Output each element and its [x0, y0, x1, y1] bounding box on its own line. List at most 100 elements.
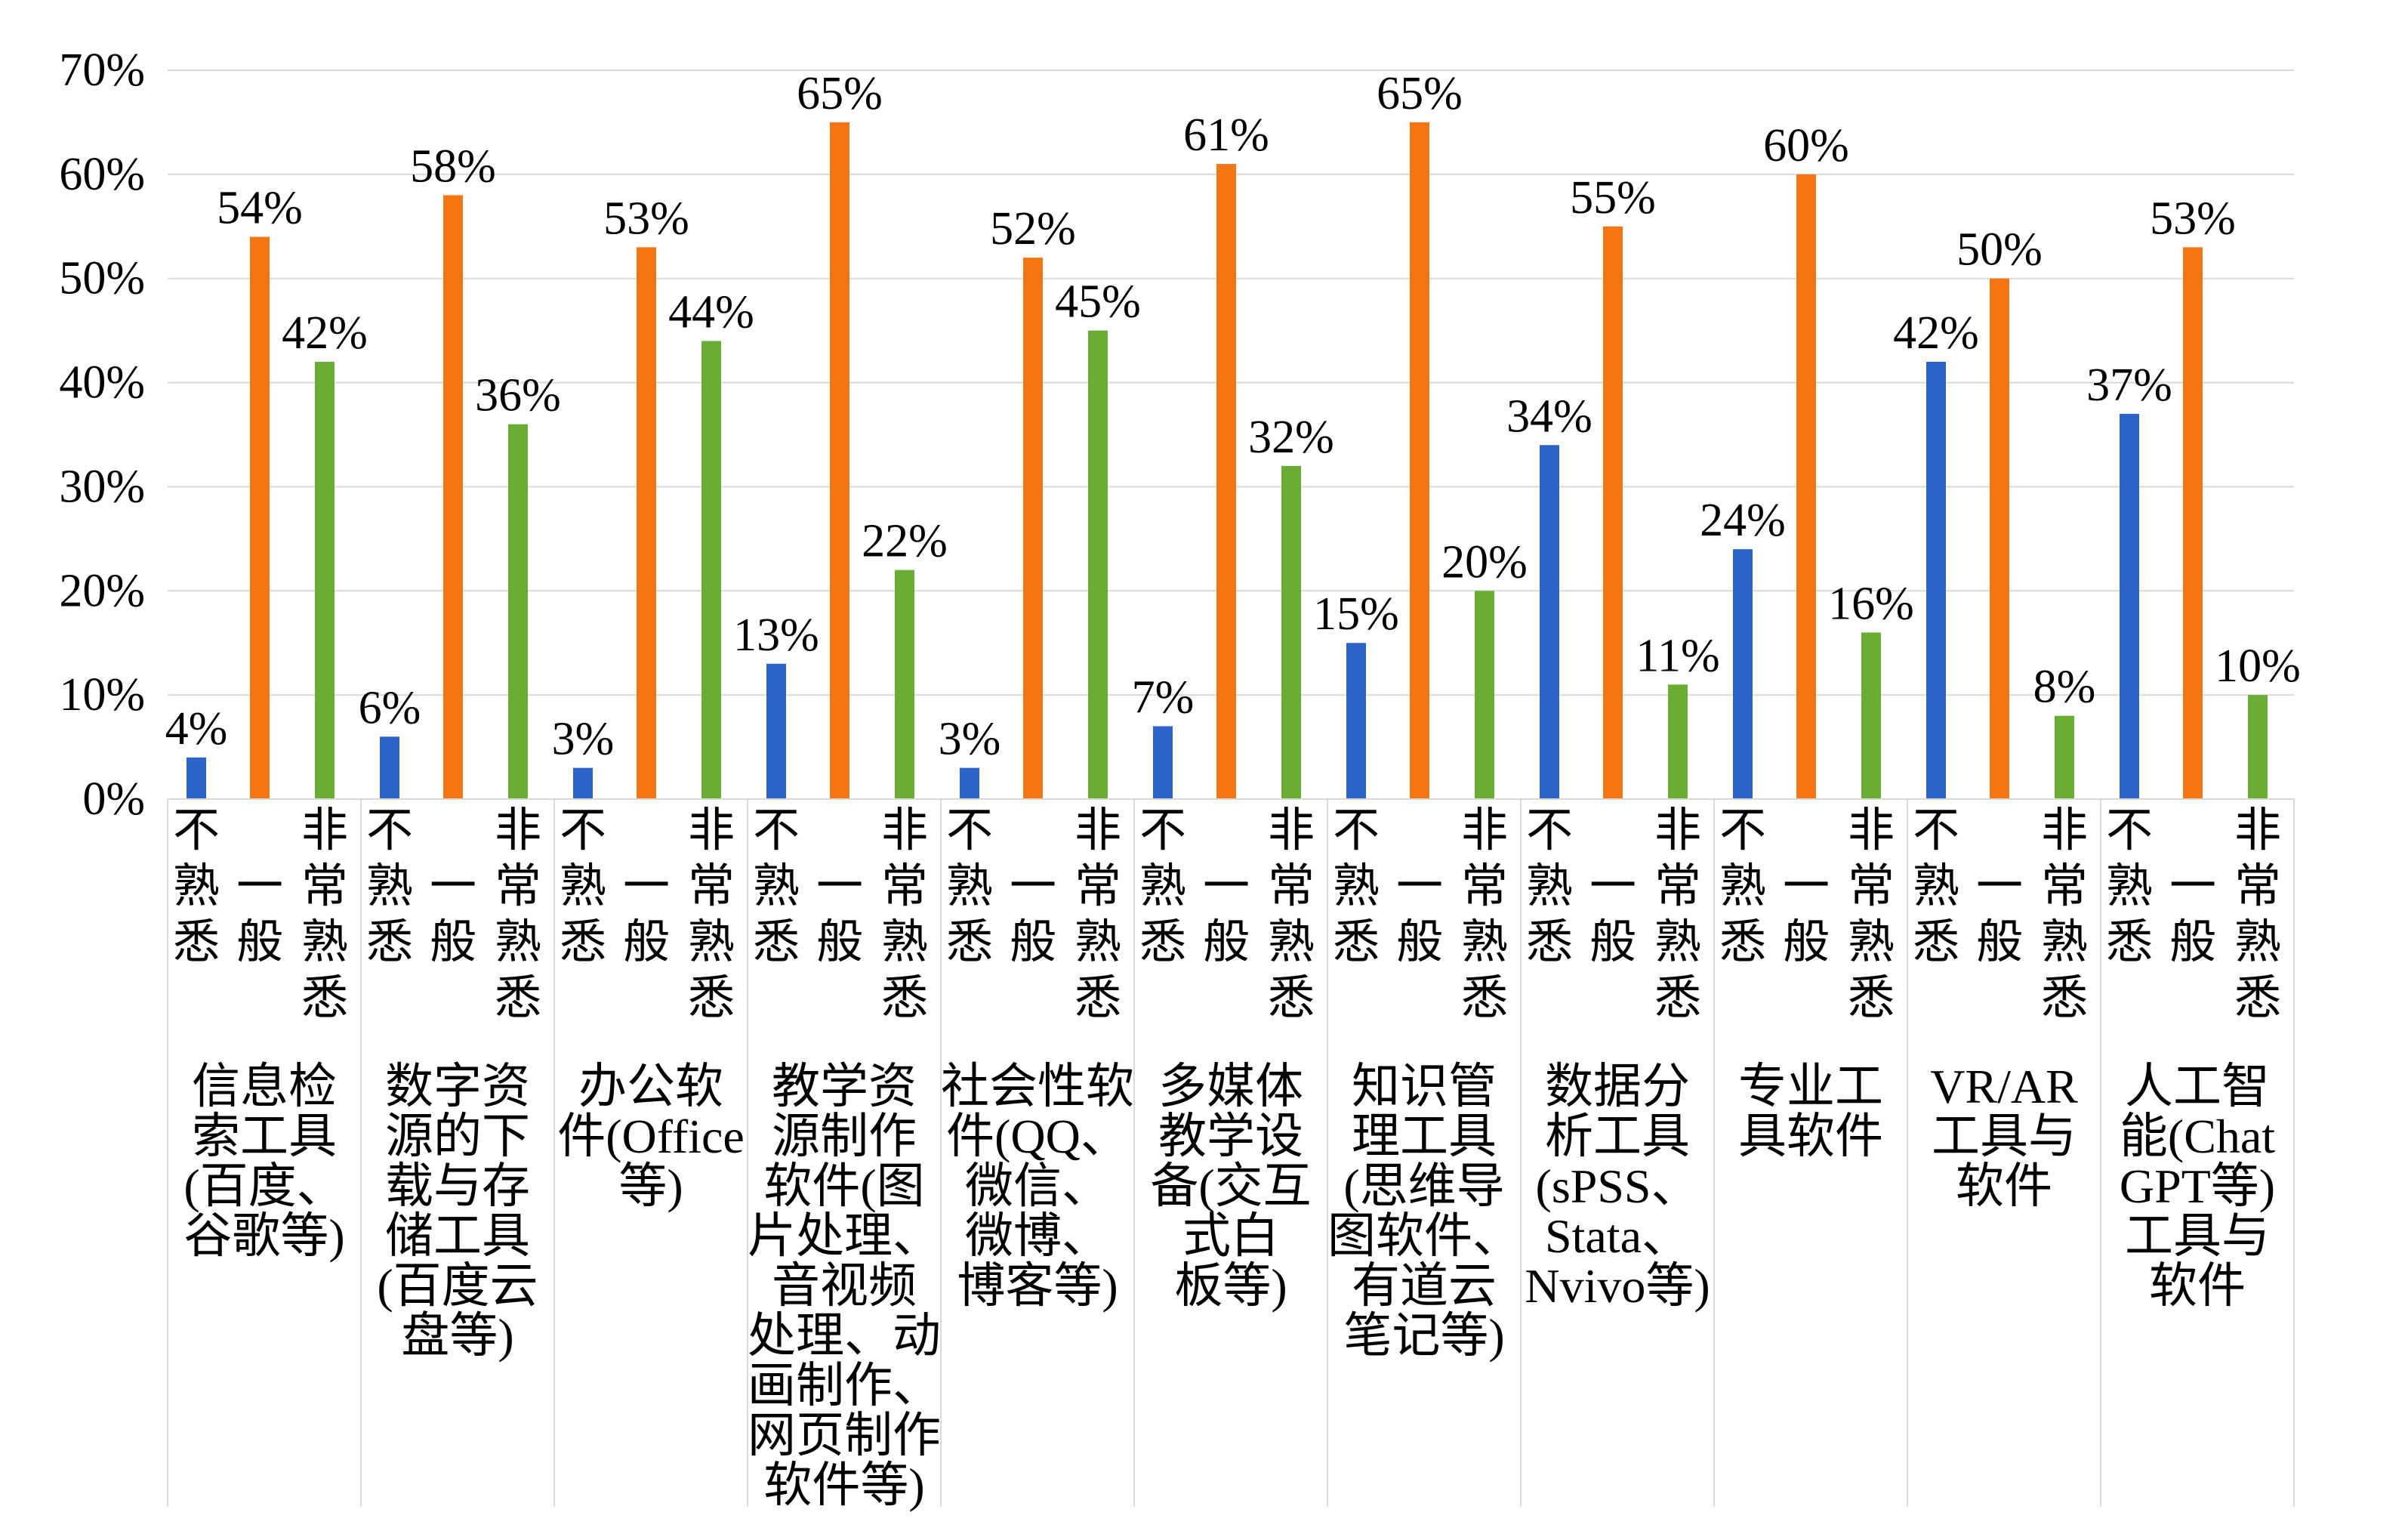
sub-category-label: 一般 [1589, 861, 1636, 968]
bar [1603, 226, 1623, 799]
y-tick-label: 60% [59, 149, 145, 200]
category-label: 数据分析工具(sPSS、 Stata、 Nvivo等) [1525, 1060, 1710, 1313]
x-axis: 不熟悉一般非常熟悉不熟悉一般非常熟悉不熟悉一般非常熟悉不熟悉一般非常熟悉不熟悉一… [167, 798, 2295, 1512]
bar [1153, 726, 1173, 799]
bars [187, 122, 2268, 800]
sub-category-label: 一般 [430, 861, 476, 968]
bar [187, 757, 206, 799]
sub-category-label: 不熟悉 [560, 805, 606, 968]
sub-category-label: 一般 [236, 861, 283, 968]
data-label: 37% [2086, 360, 2172, 411]
data-label: 61% [1183, 110, 1269, 161]
data-label: 42% [1893, 307, 1979, 359]
sub-category-label: 非常熟悉 [495, 805, 541, 1024]
data-label: 4% [165, 703, 228, 755]
data-label: 22% [862, 516, 948, 567]
y-axis-ticks: 0% 10% 20% 30% 40% 50% 60% 70% [59, 45, 145, 825]
sub-category-label: 不熟悉 [753, 805, 800, 968]
bar [2055, 715, 2074, 799]
sub-category-label: 非常熟悉 [1268, 805, 1315, 1024]
y-tick-label: 70% [59, 45, 145, 96]
y-tick-label: 40% [59, 357, 145, 409]
sub-category-label: 不熟悉 [173, 805, 220, 968]
y-tick-label: 30% [59, 461, 145, 512]
bar [2120, 413, 2139, 799]
category-label: VR/AR 工具与软件 [1930, 1060, 2078, 1213]
data-label: 32% [1248, 412, 1334, 463]
category-label: 知识管理工具(思维导图软件、有道云笔记等) [1327, 1060, 1521, 1363]
category-label: 专业工具软件 [1738, 1060, 1883, 1163]
data-label: 7% [1132, 672, 1195, 724]
bar [1216, 164, 1236, 800]
data-label: 3% [552, 714, 615, 765]
sub-category-label: 非常熟悉 [2041, 805, 2088, 1024]
data-label: 34% [1506, 390, 1592, 442]
data-label: 20% [1441, 536, 1528, 588]
bar [2248, 695, 2268, 799]
sub-category-label: 一般 [623, 861, 670, 968]
category-label: 人工智能(Chat GPT等)工具与软件 [2120, 1060, 2275, 1313]
sub-category-label: 不熟悉 [2106, 805, 2153, 968]
data-label: 52% [990, 203, 1076, 255]
bar [1668, 684, 1688, 799]
sub-category-label: 一般 [1010, 861, 1056, 968]
bar [1023, 258, 1043, 800]
bar [1796, 174, 1816, 799]
bar [1733, 549, 1753, 799]
bar [250, 236, 270, 800]
y-tick-label: 10% [59, 669, 145, 721]
sub-category-label: 不熟悉 [366, 805, 413, 968]
data-label: 55% [1570, 172, 1656, 224]
sub-category-label: 非常熟悉 [881, 805, 928, 1024]
bar [1281, 465, 1301, 799]
data-label: 8% [2033, 662, 2096, 713]
category-label: 教学资源制作软件(图片处理、音视频处理、动画制作、网页制作软件等) [748, 1060, 941, 1512]
category-label: 社会性软件(QQ、微信、微博、博客等) [941, 1060, 1134, 1313]
bar [701, 341, 721, 799]
sub-category-label: 不熟悉 [1526, 805, 1573, 968]
data-label: 54% [217, 183, 303, 234]
sub-category-label: 非常熟悉 [1848, 805, 1895, 1024]
bar [380, 736, 399, 799]
data-label: 58% [410, 140, 496, 192]
bar [1861, 632, 1881, 799]
data-label: 53% [603, 193, 689, 244]
bar [508, 424, 528, 799]
bar [1088, 330, 1108, 800]
data-label: 50% [1956, 224, 2043, 276]
y-tick-label: 20% [59, 565, 145, 616]
bar [1990, 278, 2009, 799]
data-label: 11% [1636, 630, 1719, 681]
sub-category-label: 非常熟悉 [2234, 805, 2281, 1024]
data-label: 10% [2215, 640, 2301, 692]
bar [315, 362, 335, 799]
sub-category-label: 不熟悉 [1139, 805, 1186, 968]
data-label: 13% [733, 610, 819, 661]
bar [830, 122, 849, 799]
bar [443, 195, 463, 799]
data-label: 60% [1763, 120, 1849, 171]
data-label: 3% [939, 714, 1001, 765]
bar [2183, 247, 2203, 799]
data-label: 53% [2150, 193, 2236, 244]
data-label: 15% [1313, 588, 1399, 640]
category-label: 多媒体教学设备(交互式白板等) [1150, 1060, 1311, 1313]
category-label: 办公软件(Office 等) [557, 1060, 745, 1213]
bar [1410, 122, 1429, 799]
data-label: 24% [1700, 495, 1786, 546]
data-label: 44% [668, 286, 754, 338]
data-label: 45% [1055, 276, 1141, 328]
data-label: 6% [359, 682, 421, 733]
sub-category-label: 不熟悉 [946, 805, 993, 968]
category-label: 数字资源的下载与存储工具(百度云盘等) [377, 1060, 538, 1363]
bar [1540, 445, 1559, 799]
data-label: 36% [475, 370, 561, 421]
sub-category-label: 不熟悉 [1333, 805, 1380, 968]
sub-category-label: 非常熟悉 [301, 805, 348, 1024]
bar [637, 247, 656, 799]
category-label: 信息检索工具(百度、谷歌等) [183, 1060, 344, 1263]
sub-category-label: 不熟悉 [1913, 805, 1959, 968]
y-tick-label: 50% [59, 253, 145, 304]
sub-category-label: 一般 [816, 861, 863, 968]
